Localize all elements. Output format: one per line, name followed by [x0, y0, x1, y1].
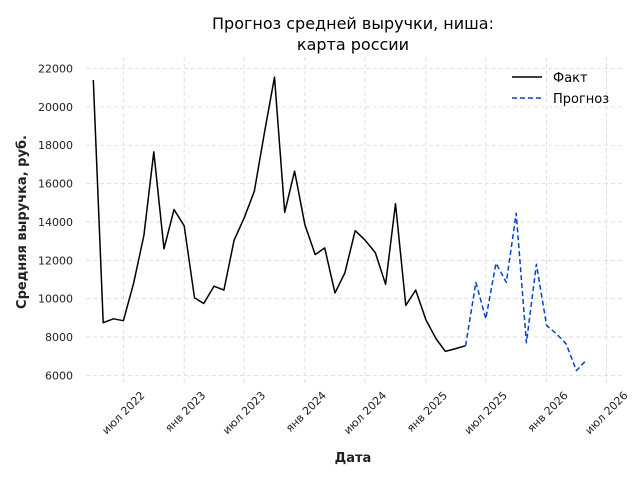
x-tick-label: июл 2025	[462, 389, 510, 437]
x-axis-label: Дата	[335, 451, 372, 466]
data-point	[111, 317, 115, 321]
data-point	[132, 281, 136, 285]
chart-title-line-1: Прогноз средней выручки, ниша:	[212, 14, 494, 33]
y-tick-label: 12000	[38, 254, 73, 267]
data-point	[545, 324, 549, 328]
legend-label-forecast: Прогноз	[553, 92, 609, 107]
data-point	[474, 280, 478, 284]
data-point	[373, 251, 377, 255]
x-tick-label: янв 2023	[163, 389, 209, 435]
data-point	[283, 210, 287, 214]
data-point	[524, 341, 528, 345]
x-tick-label: янв 2026	[525, 389, 571, 435]
series-line-fact	[92, 76, 466, 353]
data-point	[384, 282, 388, 286]
chart-title-line-2: карта россии	[297, 35, 409, 54]
data-point	[584, 358, 588, 362]
data-point	[121, 319, 125, 323]
data-point	[323, 246, 327, 250]
data-point	[192, 296, 196, 300]
data-point	[222, 288, 226, 292]
data-point	[263, 130, 267, 134]
data-point	[101, 321, 105, 325]
data-point	[343, 271, 347, 275]
data-point	[202, 301, 206, 305]
data-point	[424, 318, 428, 322]
data-point	[363, 238, 367, 242]
data-point	[454, 347, 458, 351]
y-tick-label: 8000	[45, 331, 73, 344]
x-tick-label: июл 2024	[341, 389, 389, 437]
data-point	[574, 369, 578, 373]
y-tick-label: 14000	[38, 216, 73, 229]
data-point	[394, 202, 398, 206]
data-point	[152, 150, 156, 154]
data-point	[313, 253, 317, 257]
x-tick-label: янв 2025	[404, 389, 450, 435]
legend-label-fact: Факт	[553, 71, 588, 86]
data-point	[303, 223, 307, 227]
y-tick-label: 10000	[38, 293, 73, 306]
data-point	[172, 207, 176, 211]
x-tick-label: янв 2024	[283, 389, 329, 435]
grid	[86, 57, 623, 385]
data-point	[404, 303, 408, 307]
data-point	[514, 211, 518, 215]
x-axis-ticks: июл 2022 янв 2023 июл 2023 янв 2024 июл 2024…	[99, 389, 630, 437]
y-tick-label: 16000	[38, 178, 73, 191]
x-tick-label: июл 2026	[583, 389, 631, 437]
data-point	[484, 317, 488, 321]
data-point	[504, 280, 508, 284]
data-point	[333, 291, 337, 295]
data-point	[464, 344, 468, 348]
data-point	[242, 216, 246, 220]
legend: Факт Прогноз	[512, 71, 609, 107]
data-point	[434, 337, 438, 341]
y-tick-label: 22000	[38, 63, 73, 76]
data-point	[443, 349, 447, 353]
data-point	[252, 189, 256, 193]
y-tick-label: 18000	[38, 139, 73, 152]
y-tick-label: 6000	[45, 369, 73, 382]
x-tick-label: июл 2022	[99, 389, 147, 437]
x-tick-label: июл 2023	[220, 389, 268, 437]
data-point	[212, 284, 216, 288]
data-point	[293, 169, 297, 173]
data-point	[272, 75, 276, 79]
y-axis-label: Средняя выручка, руб.	[15, 135, 30, 309]
data-point	[142, 233, 146, 237]
data-point	[353, 229, 357, 233]
chart-title: Прогноз средней выручки, ниша: карта рос…	[212, 14, 494, 54]
data-point	[232, 238, 236, 242]
y-axis-ticks: 6000 8000 10000 12000 14000 16000 18000 20000 22…	[38, 63, 73, 383]
data-point	[182, 224, 186, 228]
data-point	[91, 78, 95, 82]
data-point	[555, 332, 559, 336]
data-point	[414, 288, 418, 292]
series-line-forecast	[464, 212, 587, 372]
data-point	[162, 247, 166, 251]
data-point	[564, 342, 568, 346]
data-point	[494, 261, 498, 265]
y-tick-label: 20000	[38, 101, 73, 114]
data-point	[534, 262, 538, 266]
series-lines	[91, 75, 588, 373]
